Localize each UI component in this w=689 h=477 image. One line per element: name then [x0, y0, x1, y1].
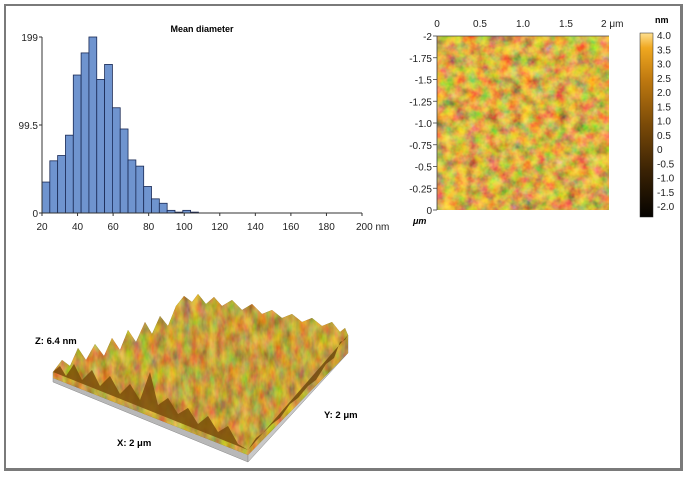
afm-y-tick-label: -0.75	[409, 141, 432, 152]
afm-y-tick-label: -0.5	[415, 163, 433, 174]
x-axis-label: X: 2 μm	[117, 438, 151, 449]
afm-y-unit: μm	[412, 216, 426, 226]
afm-x-tick-label: 2 μm	[601, 19, 623, 30]
afm-x-tick-label: 0.5	[473, 19, 487, 30]
afm-x-tick-labels: 0 0.5 1.0 1.5 2 μm	[434, 19, 623, 30]
colorbar-tick-label: 0.5	[657, 131, 671, 142]
colorbar-tick-label: 2.0	[657, 88, 671, 99]
colorbar-tick-label: 2.5	[657, 74, 671, 85]
colorbar-tick-labels: 4.0 3.5 3.0 2.5 2.0 1.5 1.0 0.5 0 -0.5 -1.0 -1.5 -2.…	[657, 31, 675, 213]
afm-y-tick-label: -1.25	[409, 97, 432, 108]
afm-y-tick-labels: -2 -1.75 -1.5 -1.25 -1.0 -0.75 -0.5 -0.25 0	[409, 32, 437, 217]
colorbar-tick-label: 3.0	[657, 60, 671, 71]
colorbar-tick-label: -2.0	[657, 202, 675, 213]
afm-y-tick-label: -1.0	[415, 119, 433, 130]
afm-y-tick-label: 0	[426, 206, 432, 217]
afm-x-tick-label: 1.5	[559, 19, 573, 30]
colorbar-tick-label: 1.0	[657, 117, 671, 128]
afm-height-map	[437, 36, 609, 210]
x-tick-label: 20	[36, 222, 48, 233]
colorbar-tick-label: 1.5	[657, 102, 671, 113]
surface-front-edge	[53, 364, 248, 450]
histogram-title: Mean diameter	[170, 24, 234, 34]
afm-x-tick-label: 0	[434, 19, 440, 30]
x-tick-label: 140	[247, 222, 264, 233]
y-axis-label: Y: 2 μm	[324, 410, 358, 421]
colorbar-tick-label: 4.0	[657, 31, 671, 42]
afm-y-tick-label: -2	[423, 32, 432, 43]
x-tick-label: 40	[72, 222, 84, 233]
x-tick-label: 120	[211, 222, 228, 233]
y-tick-label: 0	[32, 209, 38, 220]
colorbar-tick-label: -1.0	[657, 174, 675, 185]
x-tick-label: 80	[143, 222, 155, 233]
x-tick-labels: 20 40 60 80 100 120 140 160 180 200 nm	[36, 213, 389, 233]
afm-x-tick-label: 1.0	[516, 19, 530, 30]
afm-y-tick-label: -1.5	[415, 76, 433, 87]
y-tick-label: 199	[21, 33, 38, 44]
colorbar-tick-label: -0.5	[657, 159, 675, 170]
z-axis-label: Z: 6.4 nm	[35, 336, 77, 347]
colorbar-unit: nm	[655, 15, 669, 25]
afm-y-tick-label: -1.75	[409, 54, 432, 65]
x-tick-label: 160	[283, 222, 300, 233]
colorbar	[639, 32, 654, 218]
x-tick-label: 200 nm	[356, 222, 389, 233]
x-tick-label: 100	[176, 222, 193, 233]
surface-texture	[53, 294, 348, 455]
y-tick-label: 99.5	[19, 121, 39, 132]
colorbar-tick-label: -1.5	[657, 188, 675, 199]
x-tick-label: 180	[318, 222, 335, 233]
surface-right-edge	[248, 335, 348, 450]
x-tick-label: 60	[108, 222, 120, 233]
afm-y-tick-label: -0.25	[409, 184, 432, 195]
colorbar-tick-label: 3.5	[657, 45, 671, 56]
colorbar-tick-label: 0	[657, 145, 663, 156]
